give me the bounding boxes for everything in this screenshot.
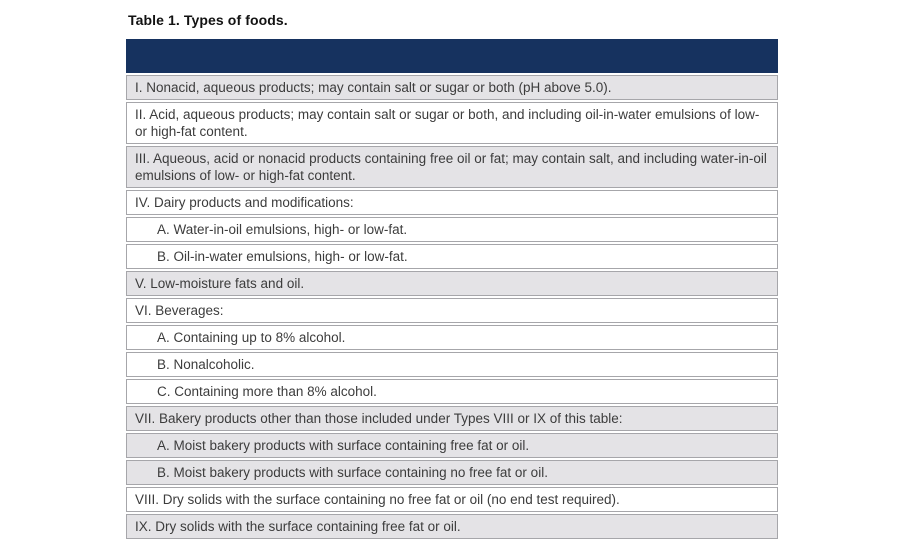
table-row: IX. Dry solids with the surface containi… — [126, 514, 778, 539]
row-text: A. Water-in-oil emulsions, high- or low-… — [157, 222, 408, 237]
table-row: C. Containing more than 8% alcohol. — [126, 379, 778, 404]
row-text: C. Containing more than 8% alcohol. — [157, 384, 377, 399]
row-text: A. Containing up to 8% alcohol. — [157, 330, 346, 345]
table-row: B. Oil-in-water emulsions, high- or low-… — [126, 244, 778, 269]
table-header-bar — [126, 39, 778, 73]
row-text: B. Moist bakery products with surface co… — [157, 465, 548, 480]
table-row: VIII. Dry solids with the surface contai… — [126, 487, 778, 512]
table-caption: Table 1. Types of foods. — [128, 12, 288, 28]
row-text: VII. Bakery products other than those in… — [135, 411, 623, 426]
table-row: B. Nonalcoholic. — [126, 352, 778, 377]
foods-table: Table 1. Types of foods. I. Nonacid, aqu… — [126, 12, 778, 541]
row-text: V. Low-moisture fats and oil. — [135, 276, 305, 291]
row-text: IX. Dry solids with the surface containi… — [135, 519, 461, 534]
row-text: IV. Dairy products and modifications: — [135, 195, 354, 210]
table-row: I. Nonacid, aqueous products; may contai… — [126, 75, 778, 100]
table-row: A. Water-in-oil emulsions, high- or low-… — [126, 217, 778, 242]
table-row: A. Containing up to 8% alcohol. — [126, 325, 778, 350]
table-row: VII. Bakery products other than those in… — [126, 406, 778, 431]
row-text: III. Aqueous, acid or nonacid products c… — [135, 151, 767, 183]
table-row: A. Moist bakery products with surface co… — [126, 433, 778, 458]
table-row: III. Aqueous, acid or nonacid products c… — [126, 146, 778, 188]
row-text: B. Oil-in-water emulsions, high- or low-… — [157, 249, 408, 264]
table-row: II. Acid, aqueous products; may contain … — [126, 102, 778, 144]
table-row: IV. Dairy products and modifications: — [126, 190, 778, 215]
table-rows: I. Nonacid, aqueous products; may contai… — [126, 75, 778, 539]
row-text: B. Nonalcoholic. — [157, 357, 255, 372]
table-row: B. Moist bakery products with surface co… — [126, 460, 778, 485]
table-row: VI. Beverages: — [126, 298, 778, 323]
row-text: I. Nonacid, aqueous products; may contai… — [135, 80, 612, 95]
row-text: A. Moist bakery products with surface co… — [157, 438, 530, 453]
row-text: VIII. Dry solids with the surface contai… — [135, 492, 620, 507]
row-text: II. Acid, aqueous products; may contain … — [135, 107, 760, 139]
table-row: V. Low-moisture fats and oil. — [126, 271, 778, 296]
row-text: VI. Beverages: — [135, 303, 224, 318]
